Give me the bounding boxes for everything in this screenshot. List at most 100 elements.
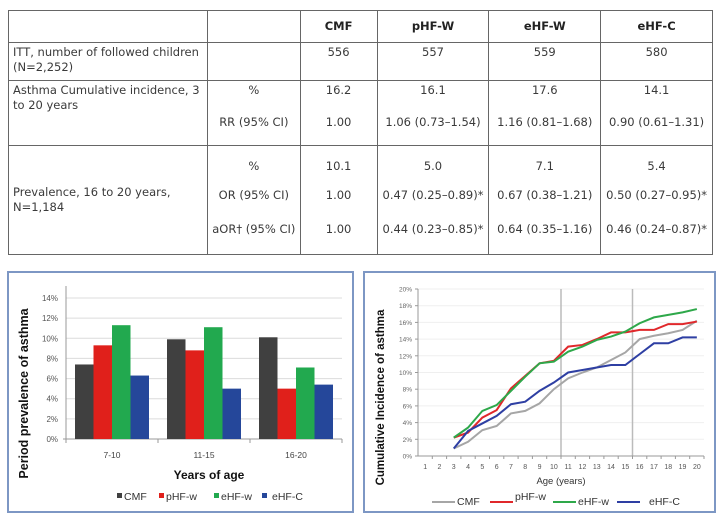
y-tick-label: 18% xyxy=(399,303,412,310)
cell: 580 xyxy=(600,42,713,81)
y-tick-label: 6% xyxy=(403,403,413,410)
cell: 1.06 (0.73–1.54) xyxy=(376,113,490,146)
line-chart-panel: 0% 2% 4% 6% 8% 10% 12% 14% 16% 18% 20% 1 2 3 4 5 6 7 8 9 10 1… xyxy=(363,271,716,513)
table-header-row: CMF pHF-W eHF-W eHF-C xyxy=(7,10,713,43)
y-tick-label: 6% xyxy=(46,375,58,384)
y-tick-label: 16% xyxy=(399,320,412,327)
bar-chart-panel: 0% 2% 4% 6% 8% 10% 12% 14% 7-10 11-15 16-20 Years o… xyxy=(7,271,354,513)
x-tick-label: 17 xyxy=(650,464,658,471)
legend-label: eHF-C xyxy=(272,491,303,503)
legend-swatch-cmf xyxy=(117,493,122,498)
x-tick-label: 14 xyxy=(607,464,615,471)
x-axis-title: Age (years) xyxy=(536,476,585,487)
x-tick-label: 2 xyxy=(437,464,441,471)
table-row: Prevalence, 16 to 20 years, N=1,184 % 10… xyxy=(7,145,713,255)
bar-ehf-c-7-10 xyxy=(130,375,149,439)
cell: 1.00 xyxy=(299,186,378,220)
bar-cmf-11-15 xyxy=(167,339,186,439)
cell: 0.47 (0.25–0.89)* xyxy=(376,186,490,220)
row-measure: % xyxy=(207,145,301,186)
x-tick-label: 10 xyxy=(550,464,558,471)
x-tick-label: 12 xyxy=(579,464,587,471)
row-label: ITT, number of followed children (N=2,25… xyxy=(7,42,209,81)
cell: 0.46 (0.24–0.87)* xyxy=(600,220,713,255)
bar-phf-w-11-15 xyxy=(185,350,204,439)
table-row: Asthma Cumulative incidence, 3 to 20 yea… xyxy=(7,80,713,146)
x-tick-label: 16-20 xyxy=(285,450,307,460)
bar-cmf-16-20 xyxy=(259,337,278,439)
cell: 0.67 (0.38–1.21) xyxy=(488,186,602,220)
y-tick-label: 14% xyxy=(399,337,412,344)
y-tick-label: 12% xyxy=(42,314,58,323)
x-tick-label: 11-15 xyxy=(193,450,214,460)
y-tick-label: 0% xyxy=(403,454,413,461)
cell: 14.1 xyxy=(600,80,713,113)
row-label: Asthma Cumulative incidence, 3 to 20 yea… xyxy=(7,80,209,146)
x-tick-label: 19 xyxy=(679,464,687,471)
y-tick-label: 4% xyxy=(46,395,58,404)
legend-swatch-ehf-w xyxy=(214,493,219,498)
cell: 7.1 xyxy=(488,145,602,186)
row-measure: OR (95% CI) xyxy=(207,186,301,220)
row-measure: aOR† (95% CI) xyxy=(207,220,301,255)
cell: 0.50 (0.27–0.95)* xyxy=(600,186,713,220)
x-axis-title: Years of age xyxy=(174,468,245,482)
header-cell xyxy=(207,10,301,43)
header-ehf-c: eHF-C xyxy=(600,10,713,43)
cell: 0.44 (0.23–0.85)* xyxy=(376,220,490,255)
y-tick-label: 0% xyxy=(46,435,58,444)
bar-phf-w-16-20 xyxy=(277,388,296,439)
x-tick-label: 7 xyxy=(509,464,513,471)
legend-swatch-ehf-c xyxy=(262,493,267,498)
line-ehf-c xyxy=(452,336,697,450)
header-phf-w: pHF-W xyxy=(376,10,490,43)
y-tick-label: 20% xyxy=(399,287,412,294)
cell: 1.16 (0.81–1.68) xyxy=(488,113,602,146)
legend-label: pHF-w xyxy=(166,491,197,503)
table-row: RR (95% CI) 1.00 1.06 (0.73–1.54) 1.16 (… xyxy=(9,113,713,146)
table-row: aOR† (95% CI) 1.00 0.44 (0.23–0.85)* 0.6… xyxy=(9,220,713,255)
x-tick-label: 9 xyxy=(538,464,542,471)
cell: 17.6 xyxy=(488,80,602,113)
header-cmf: CMF xyxy=(299,10,378,43)
x-tick-label: 18 xyxy=(664,464,672,471)
x-tick-label: 4 xyxy=(466,464,470,471)
cell: 557 xyxy=(376,42,490,81)
bar-phf-w-7-10 xyxy=(93,345,112,439)
row-measure: RR (95% CI) xyxy=(207,113,301,146)
y-tick-label: 10% xyxy=(42,334,58,343)
x-tick-label: 6 xyxy=(495,464,499,471)
cell: 10.1 xyxy=(299,145,378,186)
y-axis-title: Cumulative Incidence of asthma xyxy=(375,309,387,485)
x-tick-label: 8 xyxy=(523,464,527,471)
y-tick-label: 2% xyxy=(46,415,58,424)
x-tick-label: 11 xyxy=(565,464,572,471)
cell: 0.64 (0.35–1.16) xyxy=(488,220,602,255)
cell: 16.1 xyxy=(376,80,490,113)
cell: 1.00 xyxy=(299,220,378,255)
legend-label: pHF-w xyxy=(515,491,546,503)
bar-ehf-c-16-20 xyxy=(314,384,333,439)
cell: 5.0 xyxy=(376,145,490,186)
results-table: CMF pHF-W eHF-W eHF-C ITT, number of fol… xyxy=(7,10,713,255)
cell: 556 xyxy=(299,42,378,81)
x-tick-label: 16 xyxy=(636,464,644,471)
legend-swatch-phf-w xyxy=(159,493,164,498)
y-tick-label: 12% xyxy=(399,353,412,360)
row-measure: % xyxy=(207,80,301,113)
bar-ehf-c-11-15 xyxy=(222,388,241,439)
bar-ehf-w-16-20 xyxy=(296,367,315,439)
cell: 1.00 xyxy=(299,113,378,146)
x-tick-label: 5 xyxy=(480,464,484,471)
legend-label: CMF xyxy=(457,496,480,508)
y-tick-label: 8% xyxy=(46,354,58,363)
x-tick-label: 7-10 xyxy=(103,450,120,460)
bar-cmf-7-10 xyxy=(75,364,94,439)
legend-label: eHF-w xyxy=(578,496,609,508)
y-axis-title: Period prevalence of asthma xyxy=(17,307,31,478)
line-phf-w xyxy=(453,320,698,439)
bar-chart: 0% 2% 4% 6% 8% 10% 12% 14% 7-10 11-15 16-20 Years o… xyxy=(17,286,343,503)
table-row: OR (95% CI) 1.00 0.47 (0.25–0.89)* 0.67 … xyxy=(9,186,713,220)
y-tick-label: 2% xyxy=(403,437,413,444)
cell: 16.2 xyxy=(299,80,378,113)
